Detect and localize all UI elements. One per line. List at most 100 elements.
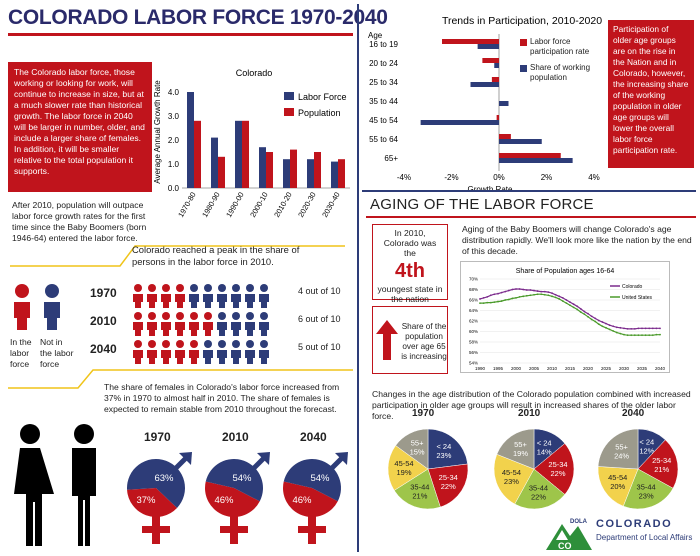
share-point: [551, 295, 553, 298]
male-slice: [127, 459, 185, 508]
growth-bar: [242, 120, 249, 188]
growth-bar: [194, 120, 201, 188]
person-icon: [161, 284, 171, 308]
person-icon: [231, 284, 241, 308]
share-xtick: 2035: [637, 366, 648, 371]
people-row-text: 5 out of 10: [298, 342, 341, 352]
age-slice-label: 45-54 23%: [502, 468, 521, 486]
participation-bar: [496, 115, 499, 120]
share-ytick: 66%: [469, 298, 478, 303]
share-point: [479, 298, 481, 300]
aging-divider: [362, 190, 696, 192]
person-icon: [133, 312, 143, 336]
age-slice: [597, 466, 639, 507]
participation-xtick: -4%: [397, 173, 411, 182]
share-point: [630, 334, 633, 337]
share-point: [576, 305, 579, 308]
age-slice-label: 35-44 23%: [637, 483, 656, 501]
share-point: [615, 331, 618, 334]
gender-figures: [14, 424, 96, 546]
share-point: [507, 298, 510, 301]
share-point: [605, 326, 607, 329]
share-chart-title: Share of Population ages 16-64: [516, 268, 615, 275]
people-row-year: 1970: [90, 286, 117, 300]
age-dist-text: Changes in the age distribution of the C…: [372, 389, 691, 421]
participation-bar: [420, 120, 499, 125]
age-slice-label: 45-54 20%: [608, 473, 627, 491]
person-icon: [217, 284, 227, 308]
growth-ytick: 2.0: [168, 136, 180, 145]
age-slice-label: 35-44 21%: [410, 483, 429, 501]
people-row-text: 6 out of 10: [298, 314, 341, 324]
person-icon: [133, 340, 143, 364]
legend-colorado: Colorado: [622, 284, 643, 290]
share-point: [583, 313, 586, 316]
people-row-text: 4 out of 10: [298, 286, 341, 296]
gender-pie: 54% 46%: [283, 452, 348, 544]
share-point: [608, 324, 611, 327]
participation-age-label: 45 to 54: [369, 116, 398, 125]
people-row-year: 2010: [90, 314, 117, 328]
age-slice: [395, 428, 429, 470]
share-point: [655, 333, 658, 336]
share-point: [641, 334, 643, 337]
person-icon: [175, 340, 185, 364]
age-slice-label: 25-34 22%: [548, 460, 567, 478]
boomers-text: After 2010, population will outpace labo…: [12, 200, 147, 243]
person-icon: [203, 284, 213, 308]
gender-pie: 54% 46%: [205, 452, 270, 544]
share-point: [605, 322, 607, 325]
growth-bar: [307, 159, 314, 188]
person-icon: [259, 340, 269, 364]
person-icon: [175, 284, 185, 308]
share-chart-legend: Colorado United States: [610, 284, 653, 301]
share-point: [561, 300, 564, 302]
male-slice: [283, 459, 341, 502]
share-xtick: 2040: [655, 366, 666, 371]
growth-bar: [259, 147, 266, 188]
rank-box: In 2010, Colorado was the 4th youngest s…: [372, 224, 448, 304]
growth-ytick: 4.0: [168, 88, 180, 97]
people-row-year: 2040: [90, 342, 117, 356]
age-slice: [393, 468, 441, 510]
rank-post: youngest state in the nation: [377, 284, 443, 304]
participation-bar: [499, 101, 509, 106]
share-point: [533, 293, 535, 296]
logo-co: CO: [558, 541, 572, 551]
share-xtick: 2000: [511, 366, 522, 371]
growth-xtick: 1990-00: [224, 191, 246, 219]
person-icon: [133, 284, 143, 308]
boomers-connector: [10, 245, 345, 267]
share-point: [569, 301, 571, 303]
share-point: [641, 327, 643, 330]
person-icon: [217, 312, 227, 336]
age-pie-year: 2010: [518, 408, 541, 419]
share-point: [551, 292, 553, 295]
legend-lfpr-label: Labor force participation rate: [530, 37, 590, 56]
people-row-icons: [133, 284, 269, 308]
person-icon: [245, 284, 255, 308]
share-point: [587, 312, 589, 315]
legend-lfpr-swatch: [520, 39, 527, 46]
growth-bar: [338, 159, 345, 188]
growth-chart: Colorado Average Annual Growth Rate 0.01…: [153, 68, 350, 219]
person-red-icon: [14, 284, 30, 330]
share-point: [612, 325, 615, 328]
age-slice-label: 35-44 22%: [529, 484, 548, 502]
female-slice: [127, 488, 178, 517]
share-point: [601, 321, 604, 323]
share-point: [522, 295, 525, 298]
share-point: [633, 327, 636, 330]
participation-age-label: 65+: [384, 154, 398, 163]
growth-xtick: 2020-30: [296, 191, 318, 219]
growth-bar: [211, 137, 218, 188]
age-pie: < 24 12%25-34 21% 35-44 23% 45-54 20% 55+ 24%: [597, 428, 679, 510]
participation-bar: [491, 77, 499, 82]
logo-dept: Department of Local Affairs: [596, 533, 693, 542]
person-icon: [147, 340, 157, 364]
share-point: [579, 308, 582, 310]
share-point: [540, 290, 543, 293]
share-xtick: 1990: [475, 366, 486, 371]
share-point: [583, 310, 586, 313]
person-icon: [189, 340, 199, 364]
